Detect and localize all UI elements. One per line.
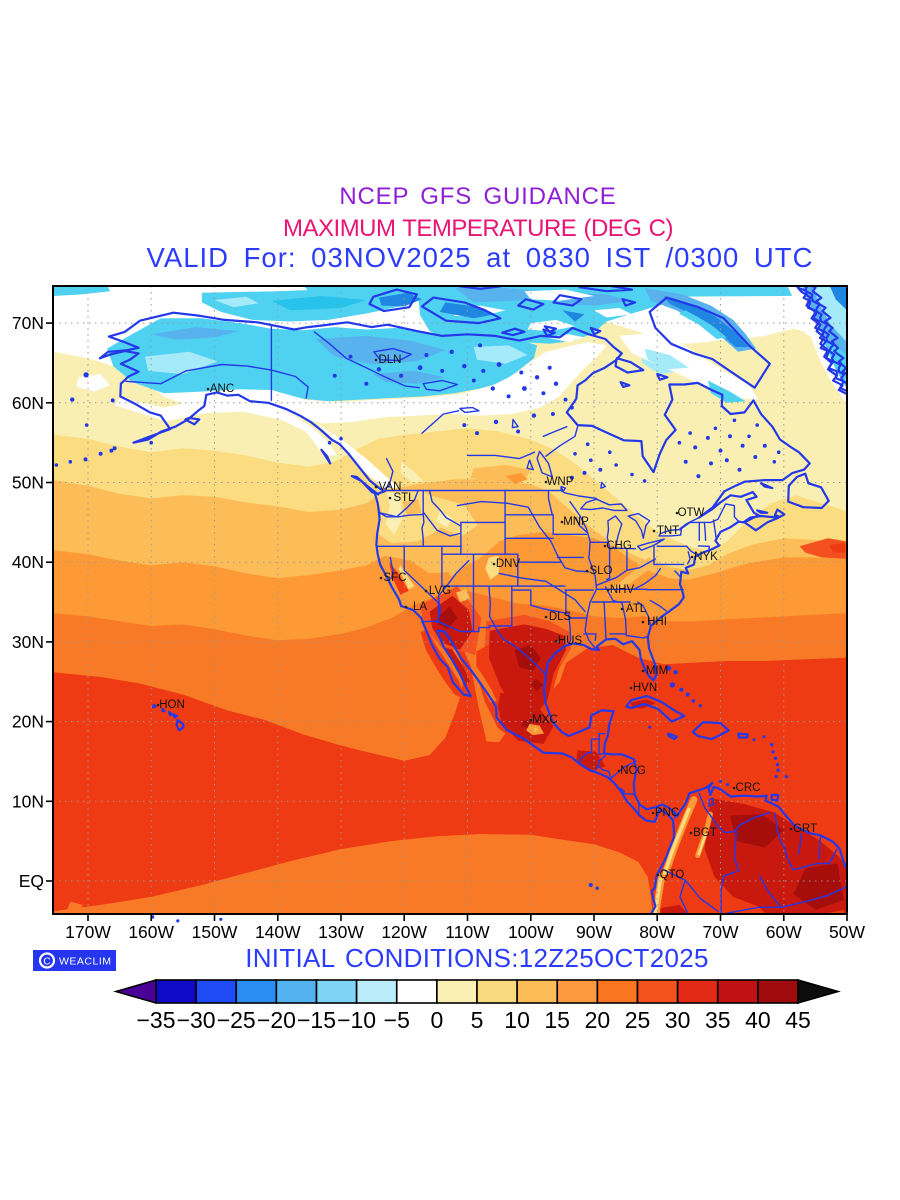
svg-text:QTO: QTO: [660, 869, 685, 881]
svg-text:40: 40: [745, 1007, 771, 1033]
svg-text:40N: 40N: [12, 552, 44, 572]
svg-text:0: 0: [431, 1007, 444, 1033]
svg-text:−35: −35: [136, 1007, 175, 1033]
svg-text:20N: 20N: [12, 712, 44, 732]
svg-text:45: 45: [785, 1007, 811, 1033]
svg-text:160W: 160W: [128, 922, 174, 942]
svg-text:TNT: TNT: [657, 525, 679, 537]
svg-text:DLS: DLS: [549, 611, 572, 623]
svg-text:−30: −30: [177, 1007, 216, 1033]
svg-text:90W: 90W: [576, 922, 612, 942]
svg-text:HON: HON: [159, 699, 185, 711]
svg-text:MNP: MNP: [563, 516, 589, 528]
svg-text:MXC: MXC: [532, 714, 558, 726]
svg-text:60W: 60W: [766, 922, 802, 942]
svg-text:20: 20: [585, 1007, 611, 1033]
svg-text:STL: STL: [393, 492, 415, 504]
svg-text:OTW: OTW: [678, 507, 705, 519]
svg-text:50W: 50W: [829, 922, 865, 942]
svg-text:80W: 80W: [639, 922, 675, 942]
svg-text:CRC: CRC: [736, 782, 761, 794]
svg-text:SLO: SLO: [589, 565, 612, 577]
svg-text:DNV: DNV: [496, 558, 521, 570]
svg-text:−5: −5: [384, 1007, 410, 1033]
svg-text:5: 5: [471, 1007, 484, 1033]
svg-text:HHI: HHI: [647, 616, 667, 628]
svg-text:30N: 30N: [12, 632, 44, 652]
svg-text:LA: LA: [413, 601, 427, 613]
svg-text:15: 15: [544, 1007, 570, 1033]
svg-text:35: 35: [705, 1007, 731, 1033]
svg-text:−20: −20: [257, 1007, 296, 1033]
svg-text:120W: 120W: [381, 922, 427, 942]
svg-text:BGT: BGT: [693, 827, 717, 839]
svg-text:50N: 50N: [12, 473, 44, 493]
svg-text:HUS: HUS: [558, 635, 583, 647]
svg-text:70N: 70N: [12, 313, 44, 333]
svg-text:CHG: CHG: [606, 540, 632, 552]
svg-text:MAXIMUM TEMPERATURE (DEG C): MAXIMUM TEMPERATURE (DEG C): [283, 215, 673, 242]
svg-text:VAN: VAN: [379, 481, 402, 493]
svg-text:WNP: WNP: [547, 476, 574, 488]
svg-text:GRT: GRT: [793, 823, 817, 835]
svg-text:MIM: MIM: [646, 665, 668, 677]
svg-text:10: 10: [504, 1007, 530, 1033]
svg-text:NYK: NYK: [694, 551, 718, 563]
svg-text:WEACLIM: WEACLIM: [59, 956, 112, 968]
svg-text:170W: 170W: [65, 922, 111, 942]
svg-text:C: C: [43, 956, 50, 967]
svg-text:HVN: HVN: [633, 682, 657, 694]
svg-text:−15: −15: [297, 1007, 336, 1033]
svg-text:25: 25: [625, 1007, 651, 1033]
svg-text:60N: 60N: [12, 393, 44, 413]
svg-text:30: 30: [665, 1007, 691, 1033]
svg-text:−10: −10: [337, 1007, 376, 1033]
svg-text:100W: 100W: [508, 922, 554, 942]
svg-text:ANC: ANC: [210, 383, 234, 395]
svg-text:10N: 10N: [12, 791, 44, 811]
svg-text:−25: −25: [217, 1007, 256, 1033]
svg-text:SFC: SFC: [384, 572, 407, 584]
svg-text:70W: 70W: [703, 922, 739, 942]
svg-text:NCG: NCG: [620, 765, 646, 777]
svg-text:PNC: PNC: [655, 807, 679, 819]
svg-text:VALID For: 03NOV2025 at 0830 I: VALID For: 03NOV2025 at 0830 IST /0300 U…: [147, 242, 814, 273]
svg-text:140W: 140W: [255, 922, 301, 942]
svg-text:150W: 150W: [192, 922, 238, 942]
svg-text:110W: 110W: [445, 922, 490, 942]
svg-text:EQ: EQ: [19, 871, 44, 891]
svg-text:NCEP GFS GUIDANCE: NCEP GFS GUIDANCE: [339, 183, 616, 210]
svg-text:NHV: NHV: [610, 584, 635, 596]
svg-text:INITIAL CONDITIONS:12Z25OCT202: INITIAL CONDITIONS:12Z25OCT2025: [245, 943, 709, 973]
svg-text:130W: 130W: [318, 922, 364, 942]
svg-text:DLN: DLN: [378, 354, 401, 366]
svg-text:ATL: ATL: [626, 603, 647, 615]
svg-text:LVG: LVG: [429, 585, 451, 597]
